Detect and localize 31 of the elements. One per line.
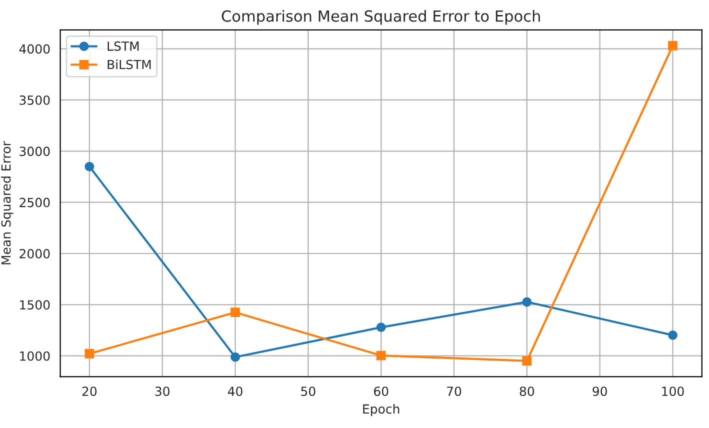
point xyxy=(84,162,94,172)
point xyxy=(230,308,240,318)
point xyxy=(376,350,386,360)
point xyxy=(668,41,678,50)
x-tick-label: 20 xyxy=(82,386,97,396)
x-tick-label: 90 xyxy=(592,386,607,396)
x-tick-label: 50 xyxy=(301,386,316,396)
point xyxy=(668,330,678,340)
x-tick-label: 30 xyxy=(155,386,170,396)
point xyxy=(376,322,386,332)
point xyxy=(522,297,532,307)
legend-label: LSTM xyxy=(108,41,139,51)
x-tick-label: 100 xyxy=(662,386,684,396)
y-tick-label: 1500 xyxy=(20,300,50,310)
x-tick-label: 70 xyxy=(447,386,462,396)
y-tick-label: 3000 xyxy=(20,146,50,156)
chart-title: Comparison Mean Squared Error to Epoch xyxy=(222,10,540,25)
point xyxy=(522,356,532,366)
x-tick-label: 40 xyxy=(228,386,242,396)
point xyxy=(84,349,94,358)
x-tick-label: 80 xyxy=(520,386,534,396)
y-tick-label: 1000 xyxy=(20,351,50,361)
y-tick-label: 2500 xyxy=(20,198,50,208)
y-axis-title: Mean Squared Error xyxy=(1,141,14,264)
point xyxy=(230,352,240,362)
y-tick-label: 2000 xyxy=(20,248,50,258)
x-tick-label: 60 xyxy=(374,386,388,396)
y-tick-label: 3500 xyxy=(20,95,50,105)
y-tick-label: 4000 xyxy=(19,44,50,54)
legend-label: BiLSTM xyxy=(108,60,151,70)
x-axis-title: Epoch xyxy=(363,404,400,416)
